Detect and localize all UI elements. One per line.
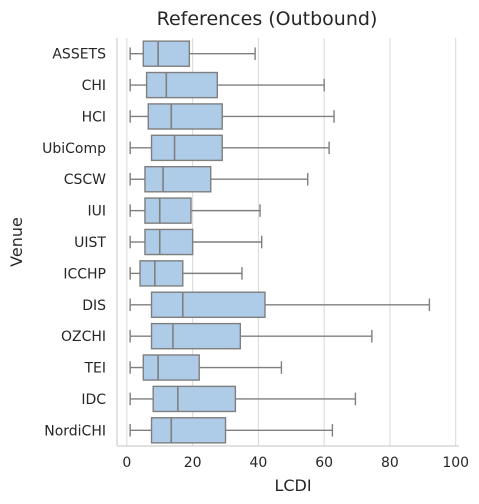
y-tick-label: ICCHP (63, 266, 106, 282)
iqr-box (139, 260, 184, 287)
iqr-box (150, 291, 266, 319)
chart-title: References (Outbound) (157, 8, 378, 30)
y-tick-label: HCI (82, 109, 106, 125)
iqr-box (147, 103, 223, 130)
box-ubicomp (129, 134, 330, 162)
box-nordichi (129, 417, 334, 444)
x-tick-label: 60 (315, 455, 333, 471)
y-tick-label: UbiComp (42, 141, 106, 157)
iqr-box (144, 165, 212, 193)
y-tick-label: NordiCHI (44, 423, 106, 439)
y-tick-label: IDC (81, 392, 106, 408)
x-tick-label: 100 (442, 455, 469, 471)
box-idc (129, 385, 357, 413)
iqr-box (144, 228, 194, 256)
box-ozchi (129, 322, 373, 350)
x-axis-label: LCDI (274, 476, 311, 495)
iqr-box (150, 322, 242, 350)
x-tick-label: 0 (122, 455, 131, 471)
iqr-box (150, 417, 227, 444)
y-tick-label: DIS (82, 298, 106, 314)
x-tick-label: 20 (184, 455, 202, 471)
iqr-box (145, 71, 218, 99)
x-tick-label: 40 (249, 455, 267, 471)
y-tick-label: TEI (83, 361, 106, 377)
box-cscw (129, 165, 309, 193)
x-tick-label: 80 (381, 455, 399, 471)
box-chi (129, 71, 325, 99)
iqr-box (142, 354, 200, 381)
x-tick-labels: 0 20 40 60 80 100 (122, 455, 469, 471)
y-tick-label: CSCW (64, 172, 106, 188)
iqr-box (144, 197, 192, 224)
iqr-box (150, 134, 223, 162)
box-tei (129, 354, 283, 381)
iqr-box (142, 40, 191, 67)
y-axis-label: Venue (7, 217, 26, 267)
y-tick-label: UIST (74, 235, 106, 251)
iqr-box (152, 385, 237, 413)
box-dis (129, 291, 431, 319)
box-assets (129, 40, 256, 67)
y-tick-label: CHI (82, 78, 106, 94)
y-tick-label: IUI (87, 204, 106, 220)
box-iui (129, 197, 261, 224)
box-icchp (129, 260, 243, 287)
box-hci (129, 103, 335, 130)
box-series (129, 40, 431, 444)
box-uist (129, 228, 263, 256)
y-tick-labels: ASSETS CHI HCI UbiComp CSCW IUI UIST ICCHP DIS OZ… (42, 47, 106, 440)
y-tick-label: ASSETS (52, 47, 106, 63)
y-tick-label: OZCHI (61, 329, 106, 345)
